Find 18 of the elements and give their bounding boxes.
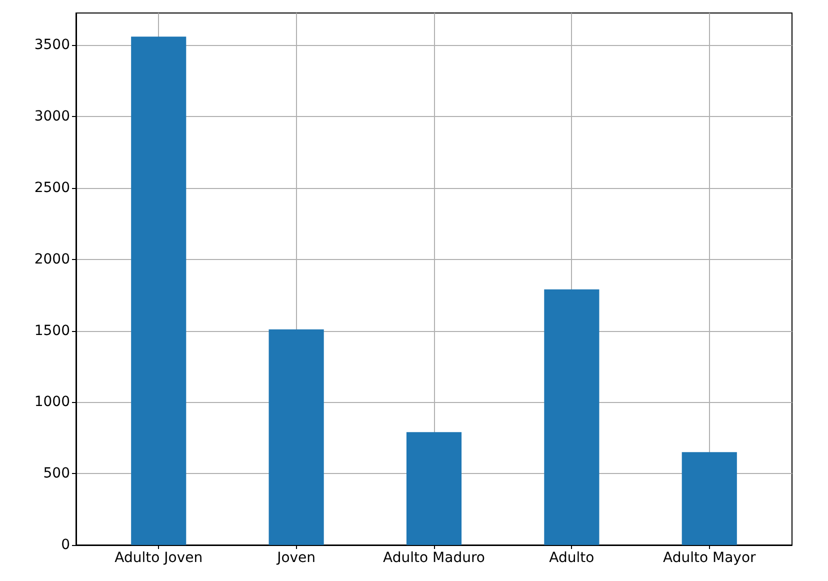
y-tick-label: 1000: [34, 394, 70, 410]
x-tick-label: Joven: [276, 550, 316, 566]
bar: [268, 329, 324, 545]
y-tick-label: 500: [43, 466, 70, 482]
y-tick-label: 0: [61, 537, 70, 553]
bar: [682, 452, 737, 545]
x-tick-label: Adulto Mayor: [663, 550, 756, 566]
x-tick-label: Adulto Maduro: [383, 550, 485, 566]
bar: [406, 432, 462, 545]
y-tick-label: 3000: [34, 108, 70, 125]
bar: [544, 289, 600, 545]
x-tick-label: Adulto Joven: [114, 550, 203, 566]
y-tick-label: 2500: [34, 180, 70, 196]
y-tick-label: 1500: [34, 322, 70, 339]
x-tick-label: Adulto: [549, 550, 594, 566]
y-tick-label: 2000: [34, 251, 70, 268]
bar: [131, 36, 186, 545]
y-tick-label: 3500: [34, 37, 70, 54]
